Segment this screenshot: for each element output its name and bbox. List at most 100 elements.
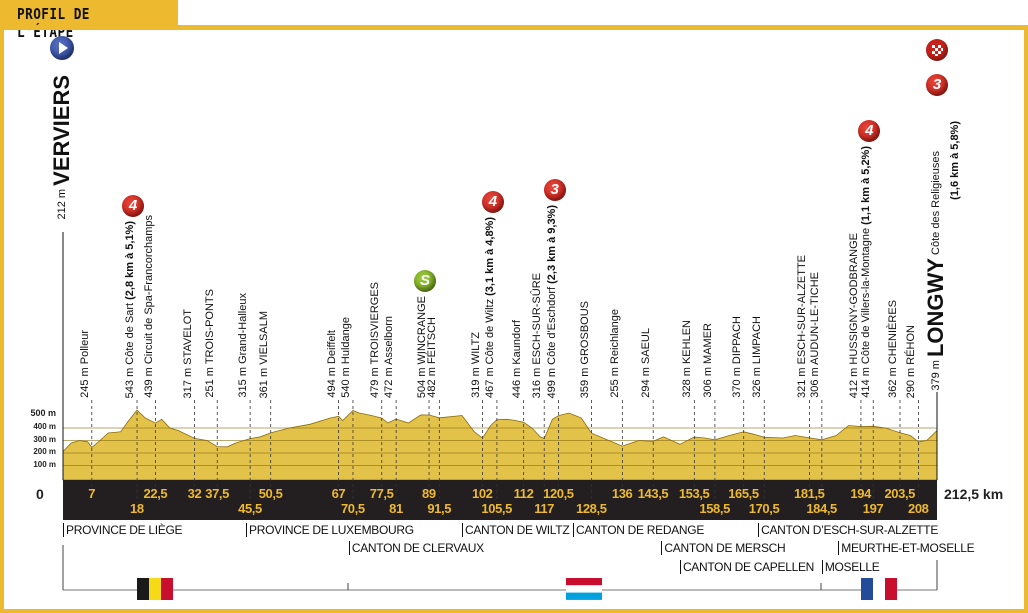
km-marker: 70,5 (340, 501, 365, 516)
total-distance-label: 212,5 km (944, 486, 1004, 502)
waypoint-label: 499 m Côte d'Eschdorf (2,3 km à 9,3%) (545, 204, 558, 398)
region-label: PROVINCE DE LIÈGE (63, 523, 183, 537)
waypoint-label: 306 m AUDUN-LE-TICHE (808, 272, 821, 398)
waypoint-label: 370 m DIPPACH (730, 316, 743, 398)
km-marker: 77,5 (369, 486, 394, 501)
km-marker: 105,5 (481, 501, 512, 516)
km-marker: 128,5 (576, 501, 607, 516)
profile-frame (0, 25, 1028, 613)
km-marker: 170,5 (748, 501, 780, 516)
waypoint-label: 479 m TROISVIERGES (368, 282, 381, 398)
start-town: VERVIERS (49, 74, 74, 186)
category-4-climb-icon: 4 (481, 191, 504, 214)
waypoint-label: 467 m Côte de Wiltz (3,1 km à 4,8%) (483, 217, 496, 398)
flag-luxembourg (566, 578, 602, 600)
km-marker: 197 (862, 501, 884, 516)
category-4-climb-icon: 4 (122, 194, 145, 217)
region-label: CANTON DE WILTZ (461, 523, 570, 537)
km-marker: 143,5 (637, 486, 669, 501)
km-marker: 136 (611, 486, 633, 501)
waypoint-label: 482 m FÉITSCH (426, 317, 439, 398)
km-marker: 91,5 (427, 501, 452, 516)
flag-stripe (149, 578, 161, 600)
waypoint-label: 317 m STAVELOT (181, 308, 194, 398)
finish-climb-detail: (1,6 km à 5,8%) (949, 121, 961, 200)
km-marker: 18 (130, 501, 144, 516)
km-marker: 89 (422, 486, 436, 501)
waypoint-label: 326 m LIMPACH (751, 316, 764, 398)
waypoint-label: 245 m Polleur (78, 330, 91, 398)
waypoint-label: 540 m Huldange (339, 317, 352, 398)
waypoint-label: 321 m ESCH-SUR-ALZETTE (796, 254, 809, 398)
km-marker: 45,5 (238, 501, 262, 516)
sprint-icon: S (414, 269, 437, 292)
km-marker: 203,5 (884, 486, 916, 501)
km-marker: 184,5 (806, 501, 837, 516)
km-marker: 112 (513, 486, 534, 501)
km-marker: 32 (187, 486, 202, 501)
region-label: CANTON DE CLERVAUX (348, 541, 484, 555)
flag-stripe (566, 592, 602, 600)
region-label: MEURTHE-ET-MOSELLE (838, 541, 975, 555)
finish-altitude: 379 m (930, 360, 942, 391)
flag-stripe (566, 585, 602, 593)
y-tick-label: 100 m (33, 459, 56, 469)
category-4-climb-icon: 4 (858, 120, 881, 143)
region-label: CANTON DE MERSCH (661, 541, 786, 555)
km-marker: 102 (472, 486, 493, 501)
waypoint-label: 362 m CHENIÈRES (886, 300, 899, 398)
waypoint-label: 255 m Reichlange (609, 309, 622, 398)
waypoint-label: 412 m HUSSIGNY-GODBRANGE (847, 232, 860, 398)
start-town-label: 212 m VERVIERS (49, 74, 74, 220)
flag-stripe (873, 578, 885, 600)
waypoint-label: 316 m ESCH-SUR-SÛRE (531, 272, 544, 398)
y-tick-label: 300 m (33, 434, 56, 444)
km-marker: 67 (331, 486, 346, 501)
region-label: PROVINCE DE LUXEMBOURG (246, 523, 414, 537)
km-marker: 158,5 (699, 501, 730, 516)
waypoint-label: 294 m SAEUL (640, 328, 653, 398)
flag-stripe (566, 578, 602, 586)
km-marker: 208 (907, 501, 929, 516)
km-marker: 81 (389, 501, 403, 516)
finish-climb-detail-text: (1,6 km à 5,8%) (949, 121, 961, 200)
start-altitude: 212 m (56, 188, 68, 219)
km-marker: 153,5 (678, 486, 710, 501)
elevation-profile (62, 409, 938, 481)
waypoint-label: 290 m RÉHON (905, 324, 918, 398)
y-tick-label: 400 m (33, 422, 56, 431)
start-play-icon (50, 36, 74, 60)
region-label: CANTON D’ESCH-SUR-ALZETTE (758, 523, 938, 537)
waypoint-label: 361 m VIELSALM (257, 310, 270, 398)
flag-belgium (137, 578, 173, 600)
waypoint-label: 328 m KEHLEN (681, 320, 694, 398)
finish-climb-name: Côte des Religieuses (930, 151, 942, 256)
waypoint-label: 543 m Côte de Sart (2,8 km à 5,1%) (124, 220, 137, 398)
km-marker: 117 (534, 501, 554, 516)
waypoint-label: 306 m MAMER (701, 323, 714, 398)
y-tick-label: 200 m (33, 447, 56, 456)
waypoint-label: 319 m WILTZ (469, 332, 482, 398)
waypoint-label: 439 m Circuit de Spa-Francorchamps (142, 215, 155, 398)
flag-france (861, 578, 897, 600)
waypoint-label: 315 m Grand-Halleux (237, 293, 250, 398)
km-bar (63, 480, 937, 520)
checkered-flag-icon (926, 39, 948, 61)
finish-town: LONGWY (923, 258, 948, 358)
waypoint-label: 472 m Asselborn (383, 316, 396, 398)
km-marker: 120,5 (543, 486, 574, 501)
region-label: CANTON DE REDANGE (573, 523, 704, 537)
km-marker: 22,5 (143, 486, 168, 501)
category-3-climb-icon: 3 (926, 74, 948, 96)
km-marker: 50,5 (258, 486, 283, 501)
flag-stripe (885, 578, 897, 600)
waypoint-label: 251 m TROIS-PONTS (204, 289, 217, 398)
flag-stripe (161, 578, 173, 600)
category-3-climb-icon: 3 (543, 178, 566, 201)
finish-town-label: 379 m LONGWY Côte des Religieuses (923, 151, 948, 391)
flag-stripe (861, 578, 873, 600)
y-tick-label: 500 m (30, 407, 56, 418)
waypoint-label: 494 m Deiffelt (325, 330, 338, 398)
waypoint-label: 414 m Côte de Villers-la-Montagne (1,1 k… (860, 146, 873, 398)
